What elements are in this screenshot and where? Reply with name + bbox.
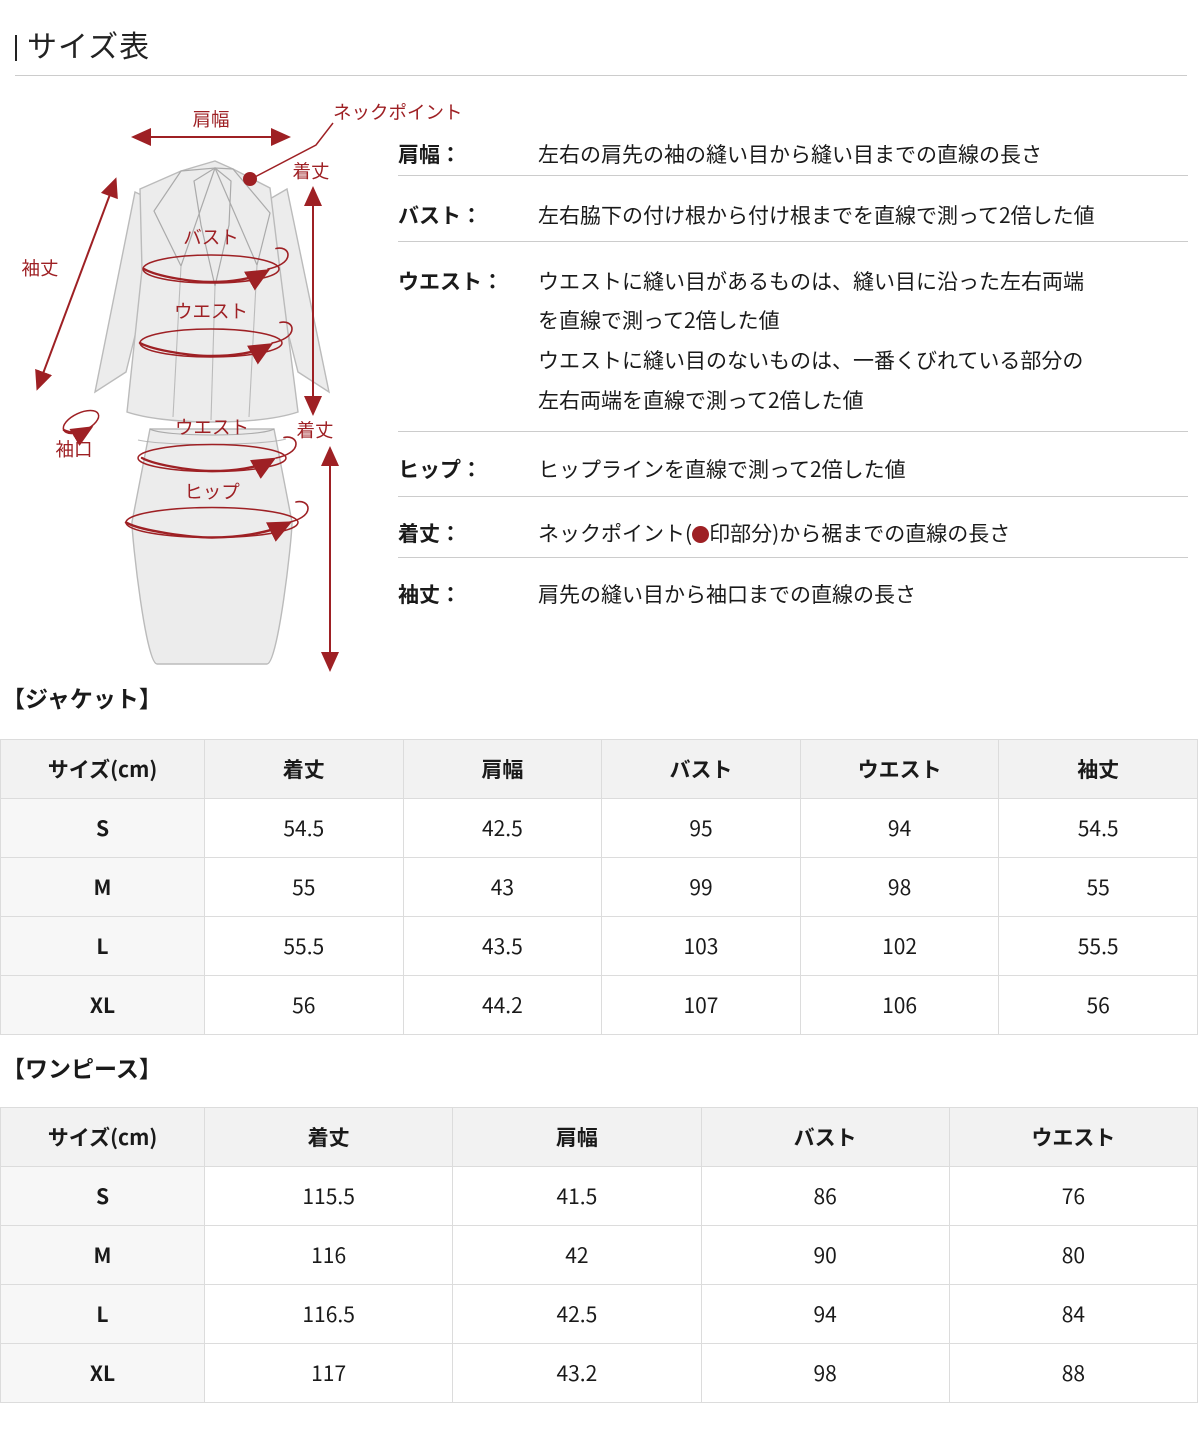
svg-text:着丈: 着丈 (292, 158, 329, 184)
svg-text:袖丈: 袖丈 (21, 255, 58, 281)
svg-text:肩幅: 肩幅 (192, 106, 229, 132)
svg-text:ウエスト: ウエスト (174, 298, 248, 324)
svg-text:バスト: バスト (183, 224, 239, 250)
svg-text:袖口: 袖口 (55, 436, 92, 462)
svg-text:ウエスト: ウエスト (175, 414, 249, 440)
svg-text:ヒップ: ヒップ (184, 479, 240, 505)
svg-text:着丈: 着丈 (296, 417, 333, 443)
